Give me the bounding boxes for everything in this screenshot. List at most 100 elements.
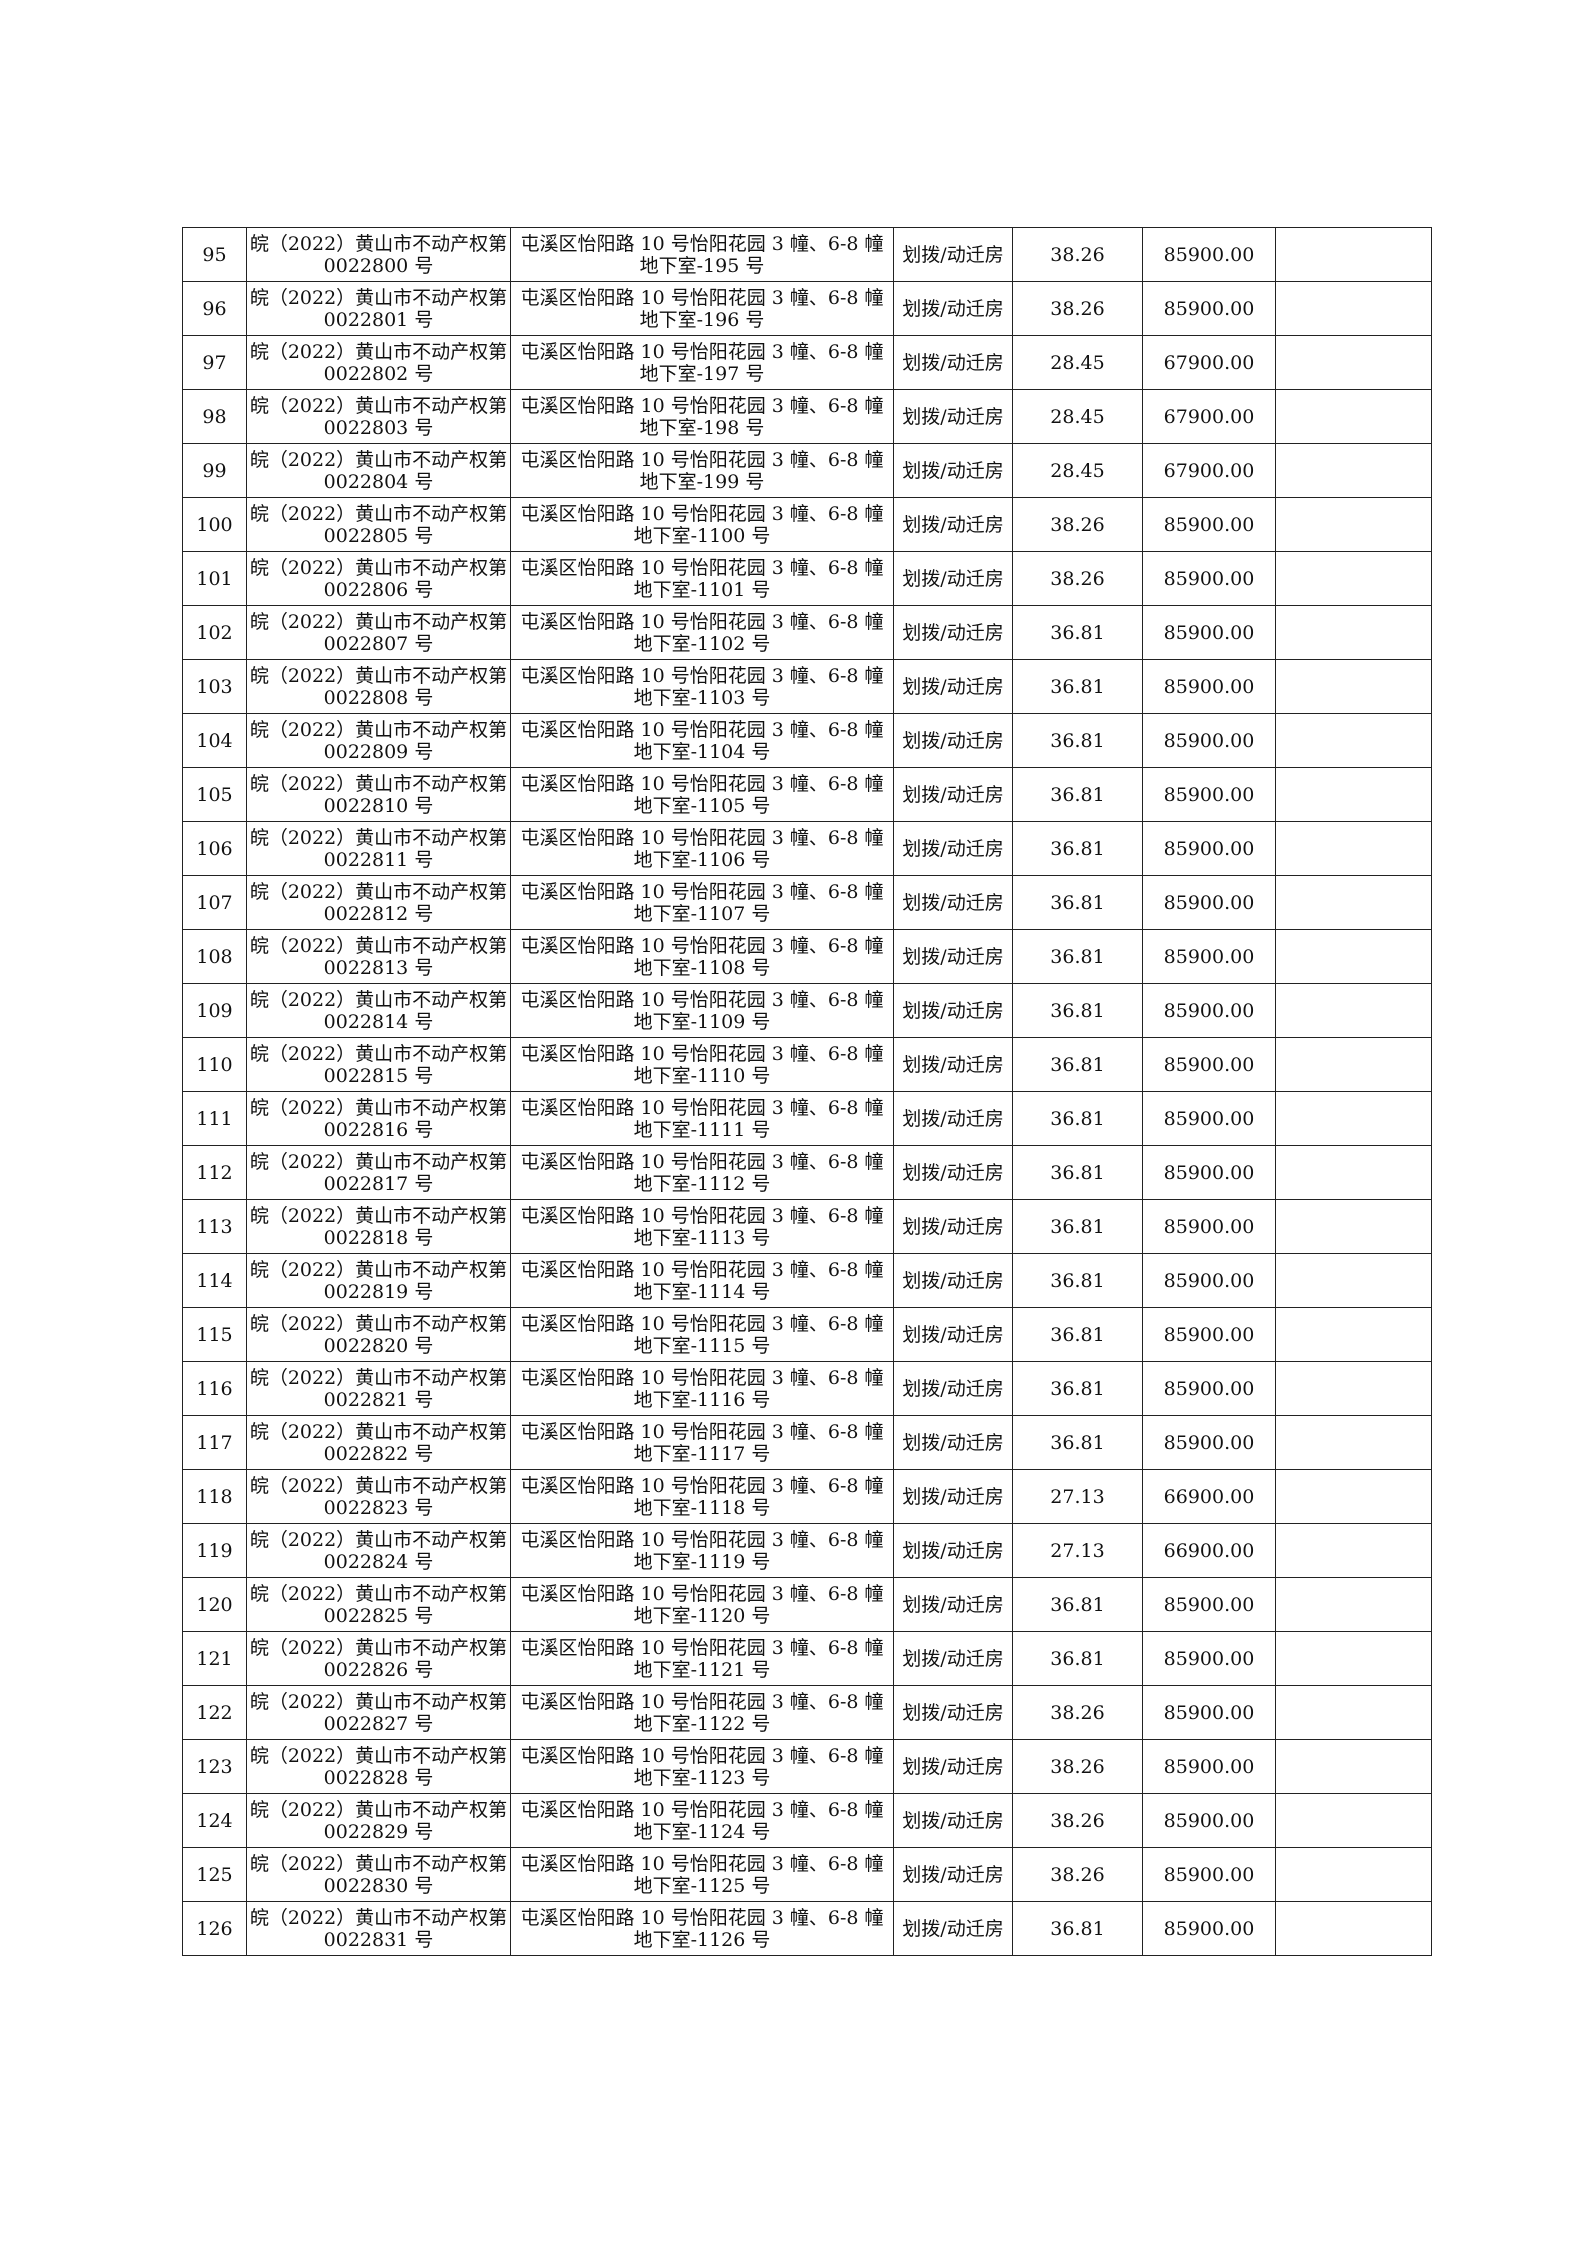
- table-row: 123 皖（2022）黄山市不动产权第 0022828 号屯溪区怡阳路 10 号怡…: [182, 1739, 1432, 1794]
- table-row: 122 皖（2022）黄山市不动产权第 0022827 号屯溪区怡阳路 10 号怡…: [182, 1685, 1432, 1740]
- area-cell: 38.26: [1012, 1685, 1143, 1740]
- table-row: 108 皖（2022）黄山市不动产权第 0022813 号屯溪区怡阳路 10 号怡…: [182, 929, 1432, 984]
- area-cell: 27.13: [1012, 1469, 1143, 1524]
- certificate-number-cell: 皖（2022）黄山市不动产权第 0022821 号: [246, 1361, 511, 1416]
- price-cell: 85900.00: [1142, 1091, 1276, 1146]
- table-row: 102 皖（2022）黄山市不动产权第 0022807 号屯溪区怡阳路 10 号怡…: [182, 605, 1432, 660]
- property-type-cell: 划拨/动迁房: [893, 551, 1013, 606]
- certificate-number-cell: 皖（2022）黄山市不动产权第 0022815 号: [246, 1037, 511, 1092]
- property-address-cell: 屯溪区怡阳路 10 号怡阳花园 3 幢、6-8 幢地下室-1103 号: [510, 659, 894, 714]
- property-address-cell: 屯溪区怡阳路 10 号怡阳花园 3 幢、6-8 幢地下室-1122 号: [510, 1685, 894, 1740]
- price-cell: 85900.00: [1142, 1685, 1276, 1740]
- property-address-cell: 屯溪区怡阳路 10 号怡阳花园 3 幢、6-8 幢地下室-1100 号: [510, 497, 894, 552]
- area-cell: 36.81: [1012, 1361, 1143, 1416]
- remarks-cell: [1275, 821, 1432, 876]
- certificate-number-cell: 皖（2022）黄山市不动产权第 0022831 号: [246, 1901, 511, 1956]
- remarks-cell: [1275, 1793, 1432, 1848]
- property-address-cell: 屯溪区怡阳路 10 号怡阳花园 3 幢、6-8 幢地下室-1114 号: [510, 1253, 894, 1308]
- row-number-cell: 118: [182, 1469, 247, 1524]
- property-table: 95 皖（2022）黄山市不动产权第 0022800 号屯溪区怡阳路 10 号怡阳…: [182, 227, 1432, 1956]
- price-cell: 85900.00: [1142, 821, 1276, 876]
- row-number-cell: 123: [182, 1739, 247, 1794]
- property-type-cell: 划拨/动迁房: [893, 659, 1013, 714]
- remarks-cell: [1275, 767, 1432, 822]
- property-type-cell: 划拨/动迁房: [893, 1145, 1013, 1200]
- price-cell: 66900.00: [1142, 1523, 1276, 1578]
- property-address-cell: 屯溪区怡阳路 10 号怡阳花园 3 幢、6-8 幢地下室-1121 号: [510, 1631, 894, 1686]
- property-type-cell: 划拨/动迁房: [893, 1577, 1013, 1632]
- certificate-number-cell: 皖（2022）黄山市不动产权第 0022825 号: [246, 1577, 511, 1632]
- row-number-cell: 115: [182, 1307, 247, 1362]
- price-cell: 85900.00: [1142, 1361, 1276, 1416]
- table-row: 120 皖（2022）黄山市不动产权第 0022825 号屯溪区怡阳路 10 号怡…: [182, 1577, 1432, 1632]
- remarks-cell: [1275, 281, 1432, 336]
- property-address-cell: 屯溪区怡阳路 10 号怡阳花园 3 幢、6-8 幢地下室-1112 号: [510, 1145, 894, 1200]
- table-row: 96 皖（2022）黄山市不动产权第 0022801 号屯溪区怡阳路 10 号怡阳…: [182, 281, 1432, 336]
- certificate-number-cell: 皖（2022）黄山市不动产权第 0022824 号: [246, 1523, 511, 1578]
- price-cell: 85900.00: [1142, 1631, 1276, 1686]
- price-cell: 85900.00: [1142, 605, 1276, 660]
- price-cell: 85900.00: [1142, 767, 1276, 822]
- price-cell: 67900.00: [1142, 443, 1276, 498]
- area-cell: 36.81: [1012, 713, 1143, 768]
- certificate-number-cell: 皖（2022）黄山市不动产权第 0022817 号: [246, 1145, 511, 1200]
- area-cell: 36.81: [1012, 1199, 1143, 1254]
- price-cell: 85900.00: [1142, 227, 1276, 282]
- remarks-cell: [1275, 713, 1432, 768]
- table-row: 105 皖（2022）黄山市不动产权第 0022810 号屯溪区怡阳路 10 号怡…: [182, 767, 1432, 822]
- remarks-cell: [1275, 1739, 1432, 1794]
- certificate-number-cell: 皖（2022）黄山市不动产权第 0022818 号: [246, 1199, 511, 1254]
- property-address-cell: 屯溪区怡阳路 10 号怡阳花园 3 幢、6-8 幢地下室-1125 号: [510, 1847, 894, 1902]
- table-row: 104 皖（2022）黄山市不动产权第 0022809 号屯溪区怡阳路 10 号怡…: [182, 713, 1432, 768]
- certificate-number-cell: 皖（2022）黄山市不动产权第 0022802 号: [246, 335, 511, 390]
- row-number-cell: 108: [182, 929, 247, 984]
- property-type-cell: 划拨/动迁房: [893, 1631, 1013, 1686]
- row-number-cell: 110: [182, 1037, 247, 1092]
- area-cell: 36.81: [1012, 821, 1143, 876]
- property-type-cell: 划拨/动迁房: [893, 1523, 1013, 1578]
- certificate-number-cell: 皖（2022）黄山市不动产权第 0022830 号: [246, 1847, 511, 1902]
- property-type-cell: 划拨/动迁房: [893, 1847, 1013, 1902]
- property-address-cell: 屯溪区怡阳路 10 号怡阳花园 3 幢、6-8 幢地下室-1113 号: [510, 1199, 894, 1254]
- remarks-cell: [1275, 929, 1432, 984]
- price-cell: 85900.00: [1142, 1415, 1276, 1470]
- row-number-cell: 122: [182, 1685, 247, 1740]
- area-cell: 36.81: [1012, 1091, 1143, 1146]
- certificate-number-cell: 皖（2022）黄山市不动产权第 0022820 号: [246, 1307, 511, 1362]
- certificate-number-cell: 皖（2022）黄山市不动产权第 0022822 号: [246, 1415, 511, 1470]
- property-type-cell: 划拨/动迁房: [893, 389, 1013, 444]
- remarks-cell: [1275, 1037, 1432, 1092]
- table-row: 121 皖（2022）黄山市不动产权第 0022826 号屯溪区怡阳路 10 号怡…: [182, 1631, 1432, 1686]
- property-type-cell: 划拨/动迁房: [893, 335, 1013, 390]
- price-cell: 85900.00: [1142, 1847, 1276, 1902]
- price-cell: 85900.00: [1142, 713, 1276, 768]
- price-cell: 85900.00: [1142, 1253, 1276, 1308]
- remarks-cell: [1275, 1631, 1432, 1686]
- property-address-cell: 屯溪区怡阳路 10 号怡阳花园 3 幢、6-8 幢地下室-197 号: [510, 335, 894, 390]
- property-address-cell: 屯溪区怡阳路 10 号怡阳花园 3 幢、6-8 幢地下室-1107 号: [510, 875, 894, 930]
- property-type-cell: 划拨/动迁房: [893, 605, 1013, 660]
- price-cell: 85900.00: [1142, 929, 1276, 984]
- table-row: 117 皖（2022）黄山市不动产权第 0022822 号屯溪区怡阳路 10 号怡…: [182, 1415, 1432, 1470]
- property-address-cell: 屯溪区怡阳路 10 号怡阳花园 3 幢、6-8 幢地下室-1117 号: [510, 1415, 894, 1470]
- row-number-cell: 114: [182, 1253, 247, 1308]
- area-cell: 28.45: [1012, 443, 1143, 498]
- certificate-number-cell: 皖（2022）黄山市不动产权第 0022807 号: [246, 605, 511, 660]
- property-address-cell: 屯溪区怡阳路 10 号怡阳花园 3 幢、6-8 幢地下室-198 号: [510, 389, 894, 444]
- row-number-cell: 113: [182, 1199, 247, 1254]
- property-address-cell: 屯溪区怡阳路 10 号怡阳花园 3 幢、6-8 幢地下室-1105 号: [510, 767, 894, 822]
- row-number-cell: 117: [182, 1415, 247, 1470]
- property-address-cell: 屯溪区怡阳路 10 号怡阳花园 3 幢、6-8 幢地下室-195 号: [510, 227, 894, 282]
- table-row: 103 皖（2022）黄山市不动产权第 0022808 号屯溪区怡阳路 10 号怡…: [182, 659, 1432, 714]
- table-row: 106 皖（2022）黄山市不动产权第 0022811 号屯溪区怡阳路 10 号怡…: [182, 821, 1432, 876]
- price-cell: 85900.00: [1142, 983, 1276, 1038]
- property-type-cell: 划拨/动迁房: [893, 1793, 1013, 1848]
- price-cell: 85900.00: [1142, 659, 1276, 714]
- table-row: 118 皖（2022）黄山市不动产权第 0022823 号屯溪区怡阳路 10 号怡…: [182, 1469, 1432, 1524]
- property-address-cell: 屯溪区怡阳路 10 号怡阳花园 3 幢、6-8 幢地下室-1101 号: [510, 551, 894, 606]
- price-cell: 85900.00: [1142, 1901, 1276, 1956]
- row-number-cell: 106: [182, 821, 247, 876]
- table-row: 110 皖（2022）黄山市不动产权第 0022815 号屯溪区怡阳路 10 号怡…: [182, 1037, 1432, 1092]
- row-number-cell: 126: [182, 1901, 247, 1956]
- row-number-cell: 112: [182, 1145, 247, 1200]
